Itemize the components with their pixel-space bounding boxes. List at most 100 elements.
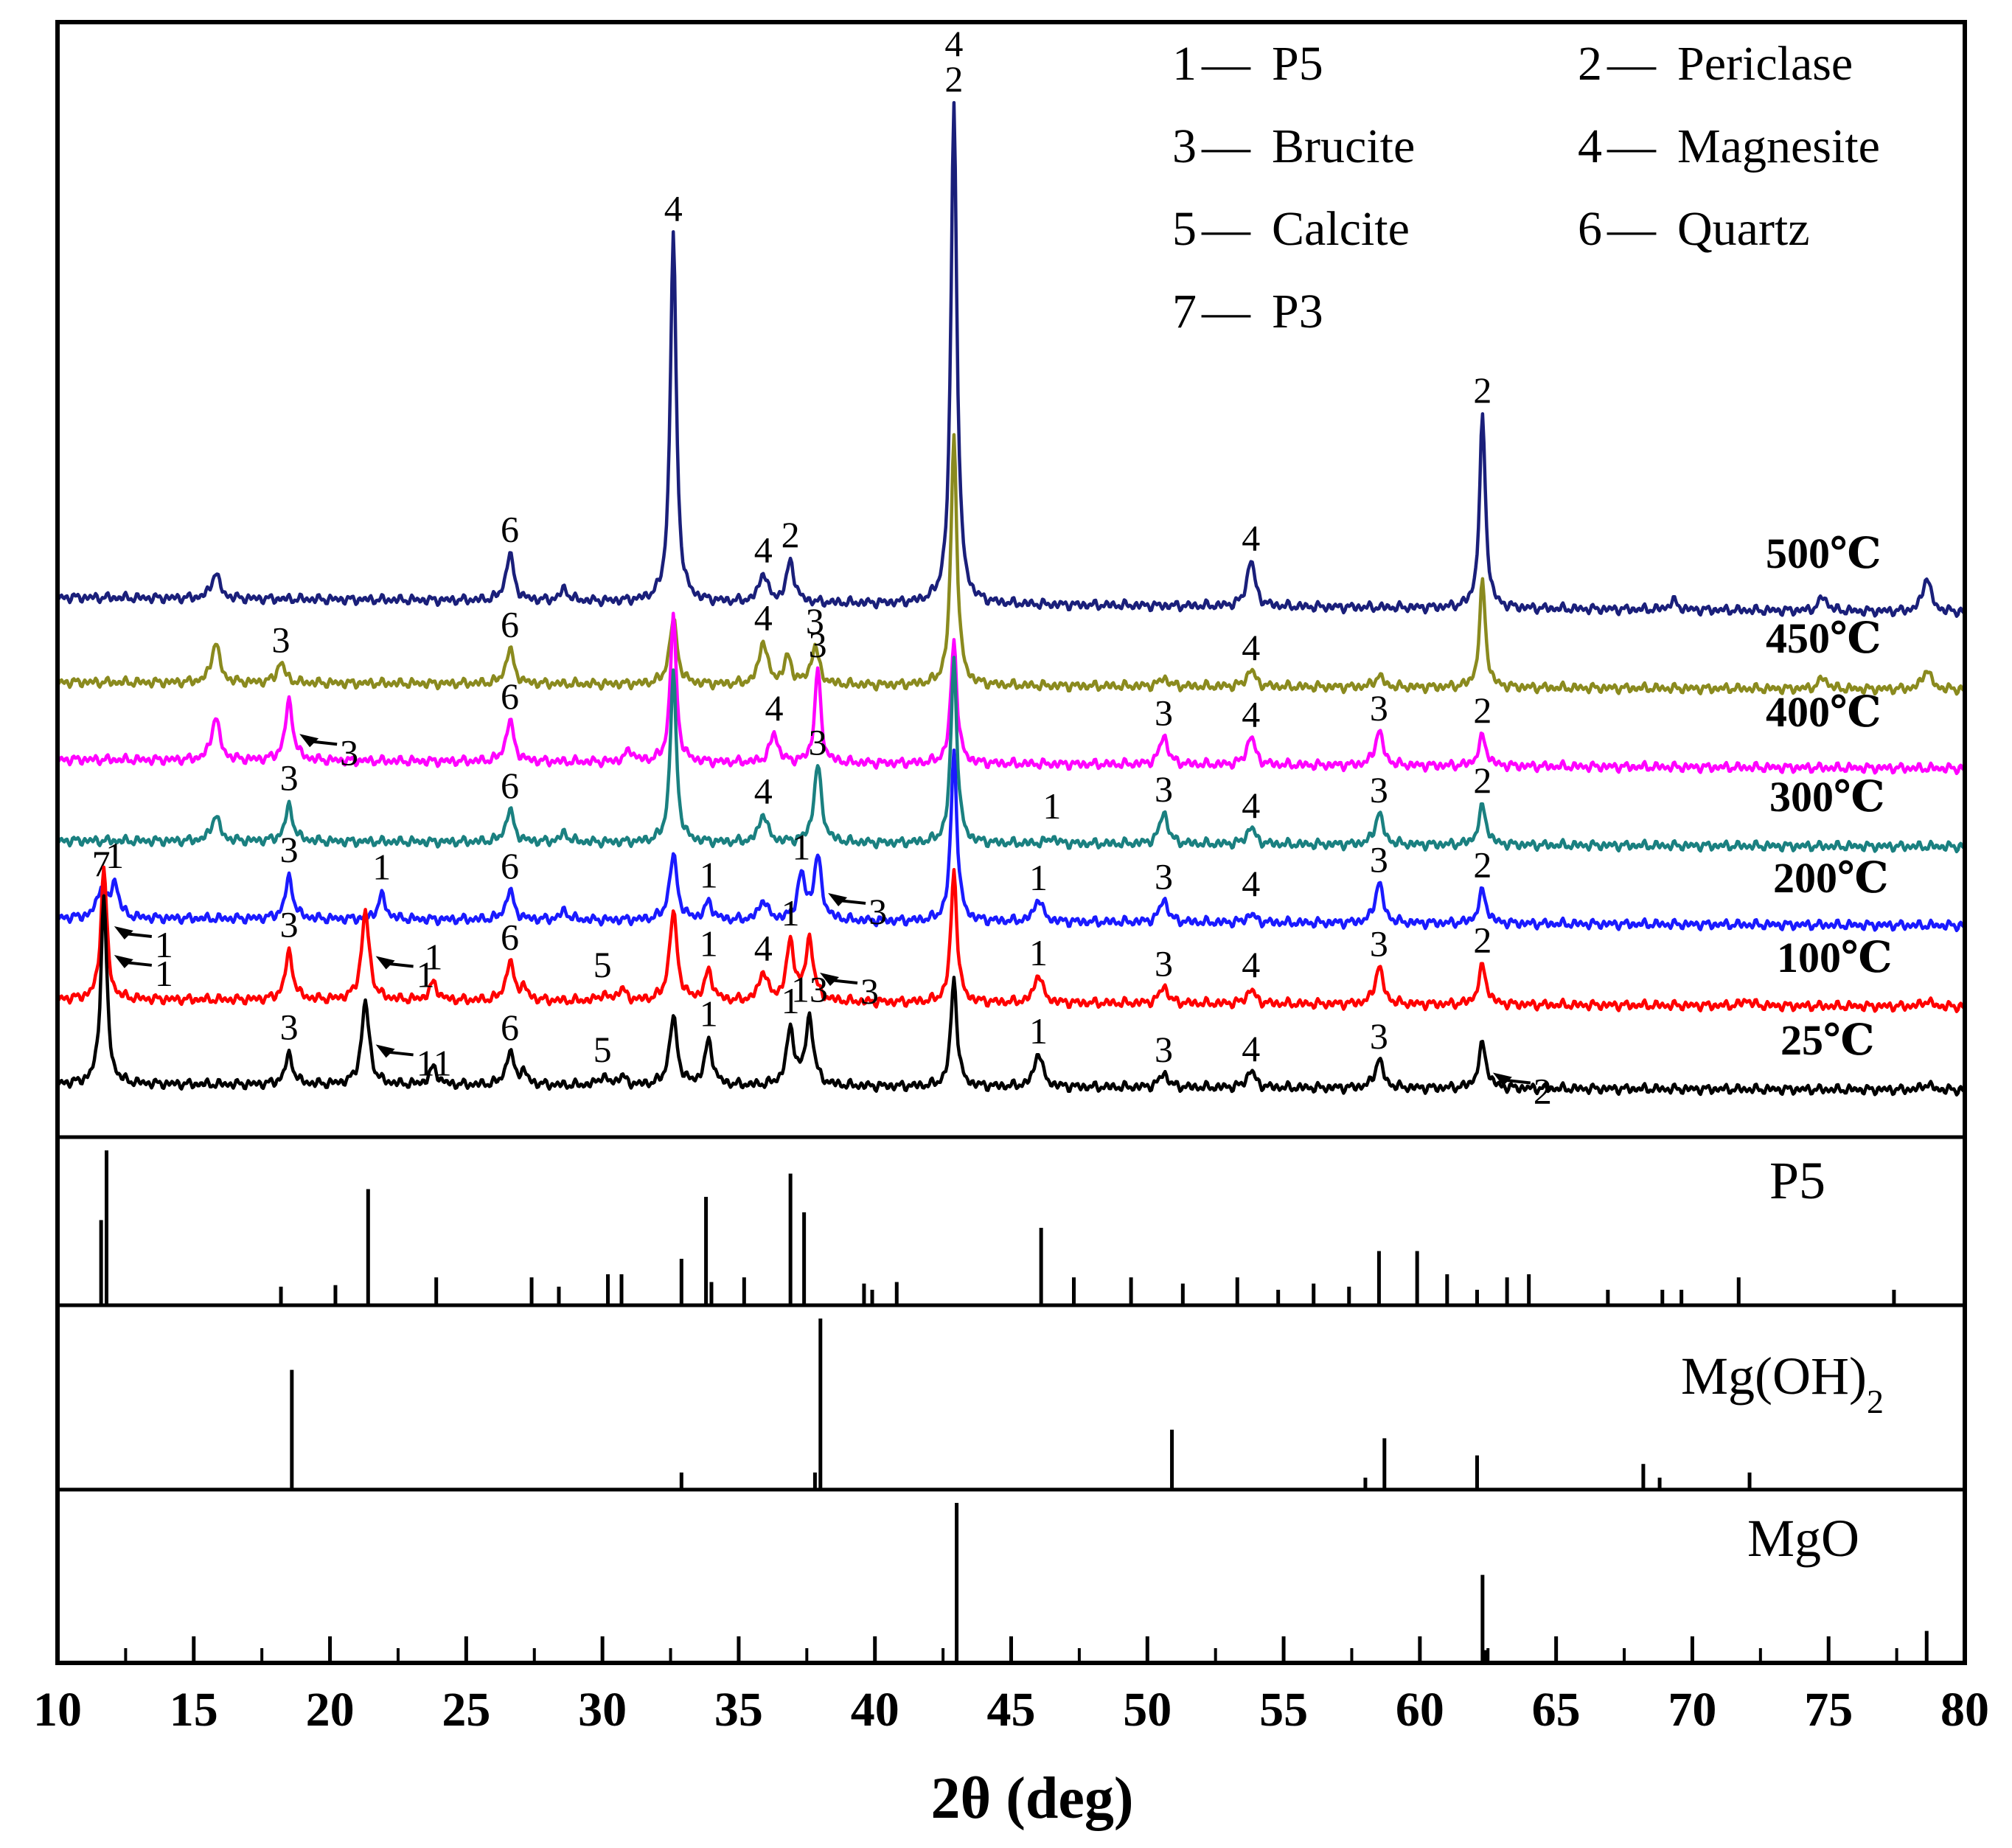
- peak-label: 6: [501, 845, 519, 886]
- peak-label: 2: [1473, 760, 1491, 801]
- peak-arrow-line: [124, 960, 153, 967]
- peak-label: 3: [1155, 692, 1173, 733]
- legend-number: 7: [1172, 285, 1197, 338]
- peak-label: 4: [754, 597, 773, 639]
- peak-arrow: [1492, 1072, 1512, 1086]
- peak-label: 3: [809, 721, 827, 763]
- series-line: [56, 433, 1966, 696]
- peak-label: 3: [1155, 1029, 1173, 1070]
- x-tick-label: 25: [442, 1683, 490, 1737]
- peak-label: 3: [806, 600, 824, 642]
- legend-number: 6: [1578, 202, 1602, 256]
- peak-arrow-line: [829, 979, 858, 985]
- peak-arrow: [375, 956, 395, 970]
- x-tick-label: 30: [578, 1683, 627, 1737]
- peak-label: 4: [1242, 627, 1260, 668]
- legend-number: 1: [1172, 37, 1197, 91]
- legend-number: 4: [1578, 119, 1602, 173]
- peak-label: 4: [1242, 944, 1260, 985]
- peak-arrow: [114, 954, 133, 968]
- peak-arrow: [375, 1044, 395, 1058]
- x-tick-label: 70: [1668, 1683, 1716, 1737]
- peak-label: 13: [791, 969, 828, 1010]
- peak-label: 3: [860, 970, 879, 1012]
- peak-arrow-line: [1503, 1078, 1531, 1085]
- series-temp-label: 25℃: [1780, 1016, 1875, 1064]
- peak-arrow: [299, 734, 319, 748]
- peak-arrow: [114, 925, 133, 939]
- peak-label: 6: [501, 765, 519, 806]
- legend-separator: —: [1201, 285, 1251, 338]
- peak-label: 1: [700, 854, 718, 895]
- peak-label: 4: [944, 23, 963, 64]
- peak-label: 3: [1155, 768, 1173, 810]
- series-300℃: 300℃3 6 431 3 4 3 2: [56, 656, 1966, 854]
- peak-label: 4: [765, 687, 783, 729]
- x-axis-title: 2θ (deg): [930, 1766, 1133, 1831]
- x-tick-label: 20: [306, 1683, 355, 1737]
- peak-label: 7: [92, 843, 111, 884]
- legend-separator: —: [1201, 202, 1251, 256]
- peak-label: 1: [1029, 1010, 1048, 1052]
- legend-number: 5: [1172, 202, 1197, 256]
- peak-label: 3: [868, 891, 887, 932]
- x-tick-label: 65: [1532, 1683, 1581, 1737]
- peak-label: 3: [280, 903, 299, 945]
- peak-label: 6: [501, 603, 519, 645]
- peak-label: 2: [1473, 920, 1491, 961]
- series-line: [56, 748, 1966, 933]
- peak-label: 1: [1029, 857, 1048, 898]
- peak-arrow-line: [838, 898, 866, 905]
- peak-label: 1: [372, 847, 391, 888]
- peak-label: 2: [1473, 689, 1491, 731]
- x-tick-label: 15: [170, 1683, 218, 1737]
- peak-label: 2: [1473, 844, 1491, 886]
- peak-label: 1: [155, 953, 173, 994]
- x-axis: 10 15 20 25 30 35 40 45 50 55 60 65 70 75 80: [33, 1636, 1989, 1737]
- peak-label: 6: [501, 916, 519, 957]
- ref-pattern-P5: P5: [99, 1150, 1896, 1305]
- peak-label: 4: [1242, 785, 1260, 826]
- legend-label: Quartz: [1677, 202, 1810, 256]
- legend-label: P5: [1272, 37, 1323, 91]
- ref-pattern-MgO: MgO: [955, 1503, 1929, 1663]
- legend-entry-7: 7— P3: [1172, 285, 1323, 338]
- peak-label: 3: [1155, 942, 1173, 984]
- peak-label: 4: [1242, 1028, 1260, 1069]
- peak-label: 3: [1155, 855, 1173, 897]
- peak-label: 1: [700, 923, 718, 964]
- reference-patterns: P5 Mg(OH)2 MgO: [99, 1150, 1929, 1663]
- series-400℃: 400℃36 433 4 3 2: [56, 611, 1966, 776]
- peak-label: 4: [1242, 518, 1260, 559]
- peak-arrow-line: [309, 740, 338, 746]
- ref-label: Mg(OH)2: [1681, 1347, 1884, 1420]
- legend-separator: —: [1201, 37, 1251, 91]
- peak-label: 4: [1242, 863, 1260, 904]
- peak-label: 1: [417, 953, 435, 995]
- x-tick-label: 80: [1940, 1683, 1989, 1737]
- peak-arrow-line: [386, 962, 414, 968]
- legend-entry-6: 6— Quartz: [1578, 202, 1810, 256]
- peak-label: 1: [782, 892, 800, 934]
- peak-label: 3: [1370, 839, 1388, 880]
- peak-label: 1: [105, 835, 124, 876]
- x-tick-label: 75: [1804, 1683, 1853, 1737]
- legend-number: 3: [1172, 119, 1197, 173]
- peak-label: 3: [280, 1006, 299, 1047]
- peak-label: 1: [1042, 785, 1061, 827]
- series-temp-label: 200℃: [1773, 854, 1889, 902]
- legend-label: Calcite: [1272, 202, 1410, 256]
- peak-label: 1: [700, 993, 718, 1035]
- peak-label: 4: [1242, 694, 1260, 735]
- series-line: [56, 100, 1966, 618]
- ref-label: MgO: [1747, 1509, 1859, 1568]
- legend-entry-4: 4— Magnesite: [1578, 119, 1880, 173]
- peak-label: 1: [425, 936, 443, 977]
- legend-separator: —: [1607, 202, 1657, 256]
- legend-separator: —: [1201, 119, 1251, 173]
- x-tick-label: 55: [1259, 1683, 1308, 1737]
- x-tick-label: 35: [714, 1683, 763, 1737]
- x-tick-label: 45: [987, 1683, 1036, 1737]
